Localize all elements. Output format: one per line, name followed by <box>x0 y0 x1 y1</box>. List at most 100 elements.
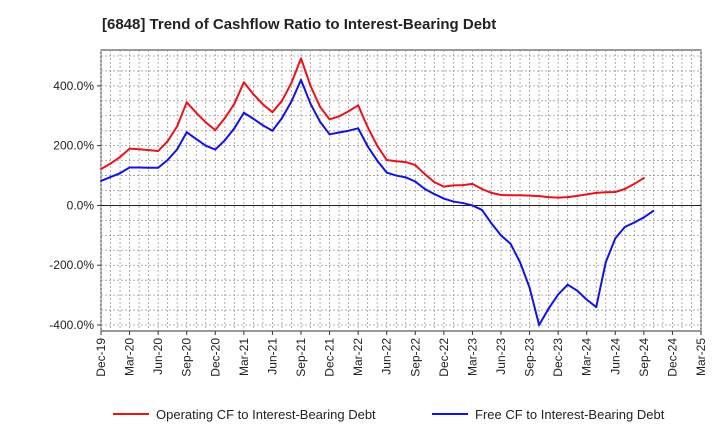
data-point <box>280 99 283 102</box>
data-point <box>385 171 388 174</box>
data-point <box>319 120 322 123</box>
legend-label-2: Free CF to Interest-Bearing Debt <box>475 407 665 422</box>
x-tick-label: Jun-22 <box>380 338 394 375</box>
data-point <box>414 164 417 167</box>
x-tick-label: Dec-23 <box>551 338 565 377</box>
data-point <box>214 148 217 151</box>
data-point <box>176 148 179 151</box>
x-tick-label: Dec-22 <box>437 338 451 377</box>
data-point <box>423 173 426 176</box>
x-tick-label: Mar-22 <box>351 338 365 376</box>
data-point <box>576 289 579 292</box>
data-point <box>233 127 236 130</box>
data-point <box>433 181 436 184</box>
data-point <box>157 166 160 169</box>
data-point <box>633 221 636 224</box>
data-point <box>138 148 141 151</box>
data-point <box>414 180 417 183</box>
data-point <box>261 124 264 127</box>
data-point <box>633 182 636 185</box>
x-tick-label: Mar-23 <box>465 338 479 376</box>
y-tick-label: -200.0% <box>49 258 94 272</box>
data-point <box>538 195 541 198</box>
x-tick-label: Sep-22 <box>408 338 422 377</box>
data-point <box>442 197 445 200</box>
data-point <box>547 196 550 199</box>
x-tick-label: Mar-24 <box>580 338 594 376</box>
data-point <box>347 110 350 113</box>
data-point <box>271 111 274 114</box>
data-point <box>223 139 226 142</box>
data-point <box>480 208 483 211</box>
data-point <box>433 193 436 196</box>
data-point <box>404 161 407 164</box>
data-point <box>376 159 379 162</box>
chart-title: [6848] Trend of Cashflow Ratio to Intere… <box>102 16 496 33</box>
data-point <box>157 150 160 153</box>
data-point <box>261 103 264 106</box>
data-point <box>338 115 341 118</box>
data-point <box>614 237 617 240</box>
x-tick-label: Mar-21 <box>237 338 251 376</box>
x-tick-label: Jun-24 <box>608 338 622 375</box>
data-point <box>309 84 312 87</box>
data-point <box>166 140 169 143</box>
y-axis-ticks: -400.0% -200.0% 0.0% 200.0% 400.0% <box>49 79 101 332</box>
data-point <box>300 78 302 81</box>
data-point <box>357 104 360 107</box>
data-point <box>461 202 464 205</box>
data-point <box>195 111 198 114</box>
data-point <box>452 184 455 187</box>
data-point <box>557 196 560 199</box>
data-point <box>395 160 398 163</box>
data-point <box>480 188 483 191</box>
legend: Operating CF to Interest-Bearing Debt Fre… <box>113 407 665 422</box>
data-point <box>585 193 588 196</box>
data-point <box>366 145 369 148</box>
data-point <box>252 117 255 120</box>
data-point <box>252 93 255 96</box>
y-tick-label: 0.0% <box>67 198 95 212</box>
y-tick-label: 400.0% <box>53 79 94 93</box>
data-point <box>147 166 150 169</box>
data-point <box>442 185 445 188</box>
data-point <box>119 156 122 159</box>
data-point <box>519 194 522 197</box>
data-point <box>195 138 198 141</box>
data-point <box>395 174 398 177</box>
data-point <box>595 306 598 309</box>
data-point <box>490 191 493 194</box>
data-point <box>280 117 283 120</box>
data-point <box>604 261 607 264</box>
data-point <box>652 209 655 212</box>
data-point <box>500 234 502 237</box>
x-tick-label: Jun-20 <box>151 338 165 375</box>
data-point <box>566 196 569 199</box>
data-point <box>166 159 169 162</box>
data-point <box>585 298 588 301</box>
data-point <box>223 117 226 120</box>
data-point <box>328 118 331 121</box>
x-tick-label: Sep-20 <box>180 338 194 377</box>
x-tick-label: Dec-24 <box>665 338 679 377</box>
data-point <box>100 179 102 182</box>
data-point <box>242 81 245 84</box>
x-axis-ticks: Dec-19 Mar-20 Jun-20 Sep-20 Dec-20 Mar-21 Jun-… <box>94 331 708 377</box>
data-point <box>271 129 274 132</box>
data-point <box>623 188 626 191</box>
data-point <box>328 133 331 136</box>
data-point <box>538 324 541 327</box>
data-point <box>528 286 531 289</box>
data-point <box>557 293 560 296</box>
data-point <box>642 176 645 179</box>
data-point <box>642 216 645 219</box>
data-point <box>509 242 512 245</box>
x-tick-label: Dec-19 <box>94 338 108 377</box>
data-point <box>319 105 322 108</box>
data-point <box>423 188 426 191</box>
data-point <box>204 144 207 147</box>
data-point <box>519 261 522 264</box>
data-point <box>614 190 617 193</box>
y-tick-label: 200.0% <box>53 139 94 153</box>
data-point <box>490 222 493 225</box>
